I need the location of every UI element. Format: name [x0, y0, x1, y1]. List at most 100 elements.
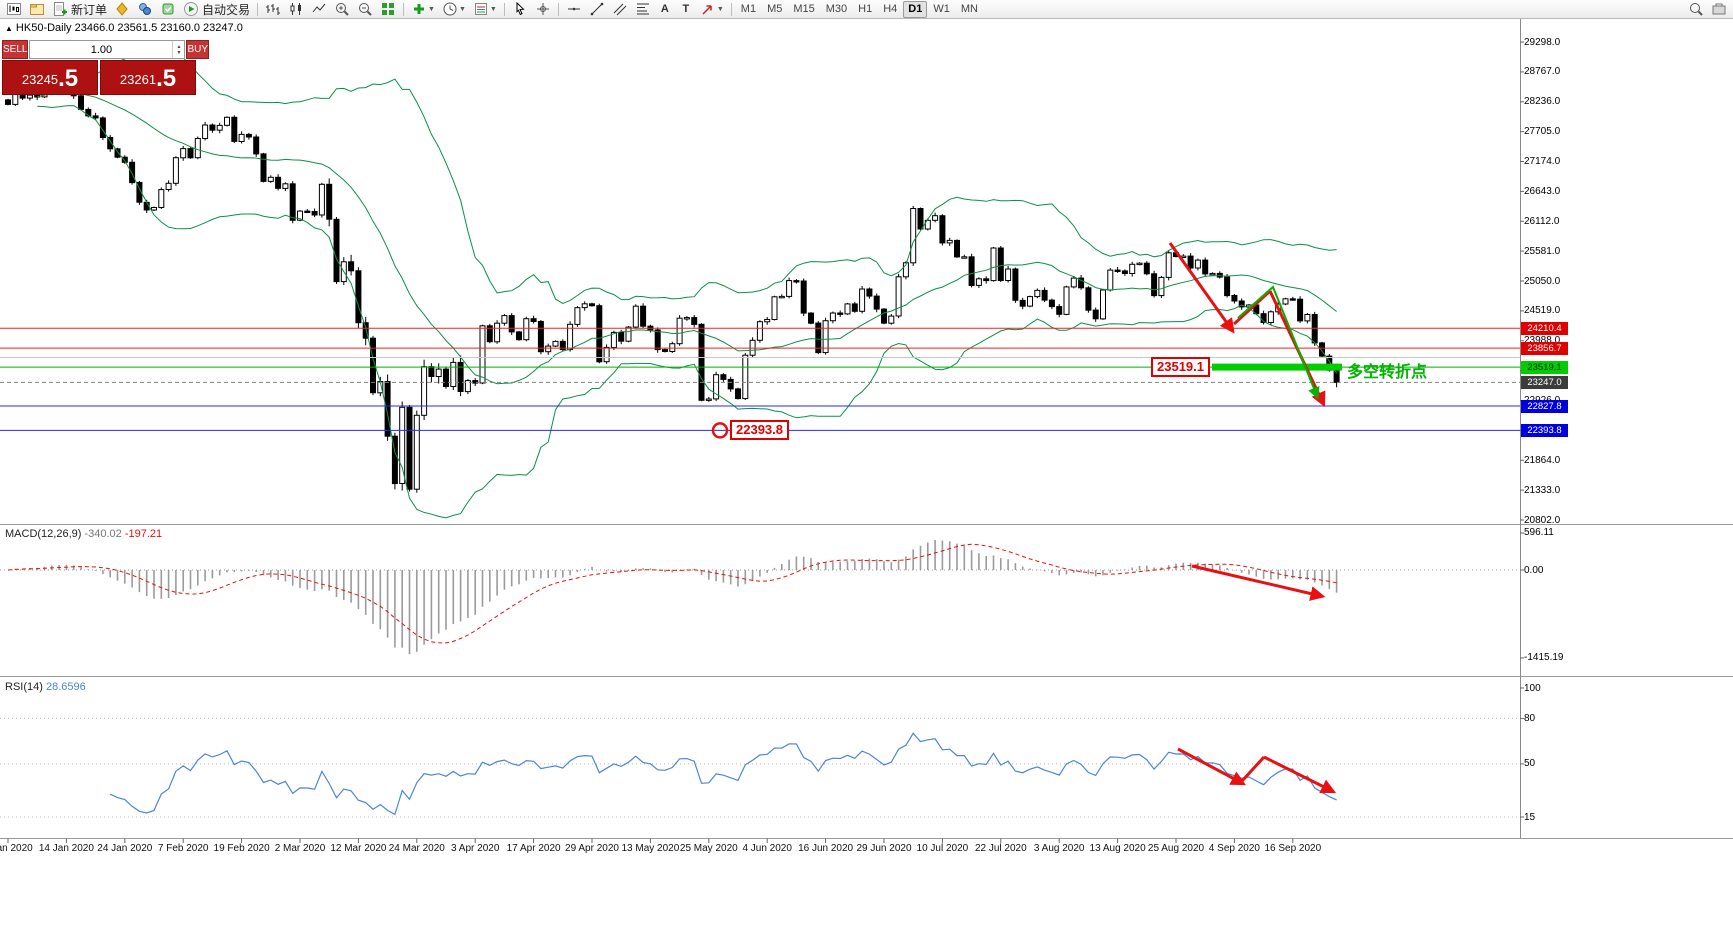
rsi-axis-label: 100: [1524, 682, 1541, 694]
date-axis-label[interactable]: 19 Feb 2020: [213, 843, 270, 854]
buy-price-frac: .5: [156, 65, 177, 92]
strategy-tester-button[interactable]: [157, 1, 179, 18]
date-axis-label[interactable]: 4 Sep 2020: [1208, 843, 1260, 854]
price-axis-label[interactable]: 21333.0: [1524, 484, 1561, 496]
price-axis-label[interactable]: 20802.0: [1524, 514, 1561, 526]
periods-icon: [443, 2, 457, 16]
toolbox-button[interactable]: [1708, 1, 1730, 18]
price-axis-label[interactable]: 28236.0: [1524, 96, 1561, 108]
date-axis-label[interactable]: 3 Apr 2020: [451, 843, 500, 854]
date-axis-label[interactable]: 14 Jan 2020: [38, 843, 94, 854]
pivot-price-label[interactable]: 23519.1: [1151, 357, 1210, 378]
autotrading-button[interactable]: 自动交易: [180, 1, 253, 18]
metaeditor-button[interactable]: [111, 1, 133, 18]
date-axis-label[interactable]: 2 Mar 2020: [274, 843, 326, 854]
templates-button[interactable]: ▼: [470, 1, 500, 18]
crosshair-icon: [536, 3, 549, 15]
pivot-annotation-text[interactable]: 多空转折点: [1347, 364, 1428, 382]
price-axis-label[interactable]: 26643.0: [1524, 185, 1561, 197]
price-axis-label[interactable]: 27705.0: [1524, 126, 1561, 138]
price-axis-label[interactable]: 25581.0: [1524, 245, 1561, 257]
date-axis-label[interactable]: 16 Jun 2020: [798, 843, 854, 854]
date-axis-label[interactable]: 13 Aug 2020: [1089, 843, 1146, 854]
profiles-button[interactable]: [26, 1, 48, 18]
date-axis-label[interactable]: 3 Aug 2020: [1033, 843, 1085, 854]
date-axis-label[interactable]: 29 Jun 2020: [856, 843, 912, 854]
tf-m15[interactable]: M15: [793, 3, 815, 15]
tf-m30[interactable]: M30: [825, 3, 848, 15]
tf-mn[interactable]: MN: [960, 3, 978, 15]
date-axis-label[interactable]: 25 Aug 2020: [1147, 843, 1205, 854]
label-button[interactable]: T: [676, 1, 696, 18]
buy-price-button[interactable]: 23261.5: [100, 60, 196, 95]
tf-m1[interactable]: M1: [740, 3, 757, 15]
indicators-icon: [414, 4, 425, 14]
price-axis-label[interactable]: 24519.0: [1524, 305, 1561, 317]
date-axis-label[interactable]: 22 Jul 2020: [974, 843, 1027, 854]
toolbar-separator: [557, 2, 559, 16]
indicators-button[interactable]: ▼: [408, 1, 438, 18]
date-axis-label[interactable]: 24 Mar 2020: [388, 843, 445, 854]
text-button[interactable]: A: [655, 1, 675, 18]
date-axis-label[interactable]: 12 Mar 2020: [330, 843, 387, 854]
price-axis-label[interactable]: 21864.0: [1524, 454, 1561, 466]
arrows-button[interactable]: ▼: [697, 1, 727, 18]
toolbar-separator: [257, 2, 259, 16]
hline-button[interactable]: [563, 1, 585, 18]
date-axis-label[interactable]: 25 May 2020: [679, 843, 738, 854]
price-axis-label[interactable]: 25050.0: [1524, 275, 1561, 287]
new-chart-button[interactable]: [3, 1, 25, 18]
line-chart-button[interactable]: [308, 1, 330, 18]
date-axis-label[interactable]: 10 Jul 2020: [916, 843, 969, 854]
date-axis-label[interactable]: 29 Apr 2020: [565, 843, 619, 854]
chart-symbol-header: ▲ HK50-Daily 23466.0 23561.5 23160.0 2324…: [5, 22, 243, 34]
date-axis-label[interactable]: 4 Jun 2020: [742, 843, 792, 854]
date-axis-label[interactable]: 13 May 2020: [621, 843, 680, 854]
sell-price-button[interactable]: 23245.5: [2, 60, 98, 95]
quick-search-button[interactable]: [1685, 1, 1707, 18]
crosshair-button[interactable]: [532, 1, 554, 18]
date-axis-label[interactable]: 7 Feb 2020: [157, 843, 209, 854]
periods-button[interactable]: ▼: [439, 1, 469, 18]
price-axis-label[interactable]: 26112.0: [1524, 215, 1560, 227]
sell-price-int: 23245: [21, 72, 59, 87]
dropdown-caret-icon[interactable]: ▼: [428, 5, 435, 13]
market-watch-button[interactable]: [134, 1, 156, 18]
spinner-down-icon[interactable]: ▼: [176, 49, 182, 56]
support-price-label[interactable]: 22393.8: [730, 420, 789, 441]
tf-w1[interactable]: W1: [933, 3, 950, 15]
buy-button[interactable]: BUY: [186, 40, 210, 59]
fibonacci-button[interactable]: [632, 1, 654, 18]
cursor-button[interactable]: [509, 1, 531, 18]
tile-windows-button[interactable]: [377, 1, 399, 18]
price-axis-label[interactable]: 23988.0: [1524, 335, 1560, 346]
dropdown-caret-icon[interactable]: ▼: [458, 5, 466, 13]
date-axis-label[interactable]: 2 Jan 2020: [0, 843, 33, 854]
tf-m5[interactable]: M5: [767, 3, 783, 15]
price-axis-label[interactable]: 29298.0: [1524, 36, 1561, 48]
tf-d1[interactable]: D1: [903, 0, 928, 18]
volume-input[interactable]: [30, 41, 173, 58]
sell-button[interactable]: SELL: [2, 40, 29, 59]
new-order-button[interactable]: 新订单: [49, 1, 110, 18]
trendline-button[interactable]: [586, 1, 608, 18]
date-axis-label[interactable]: 17 Apr 2020: [506, 843, 561, 854]
dropdown-caret-icon[interactable]: ▼: [489, 5, 497, 13]
zoom-in-button[interactable]: [331, 1, 353, 18]
date-axis-label[interactable]: 16 Sep 2020: [1264, 843, 1322, 854]
volume-spinner[interactable]: ▲ ▼: [172, 41, 184, 58]
spinner-up-icon[interactable]: ▲: [176, 43, 182, 50]
price-axis-label[interactable]: 28767.0: [1524, 66, 1561, 78]
candle-chart-button[interactable]: [285, 1, 307, 18]
macd-axis-label: -1415.19: [1524, 652, 1564, 664]
tf-h1[interactable]: H1: [858, 3, 873, 15]
price-axis-label[interactable]: 27174.0: [1524, 156, 1561, 167]
zoom-out-button[interactable]: [354, 1, 376, 18]
channel-button[interactable]: [609, 1, 631, 18]
dropdown-caret-icon[interactable]: ▼: [716, 5, 724, 13]
tf-h4[interactable]: H4: [883, 3, 898, 15]
date-axis-label[interactable]: 24 Jan 2020: [97, 843, 153, 854]
bar-chart-button[interactable]: [262, 1, 284, 18]
